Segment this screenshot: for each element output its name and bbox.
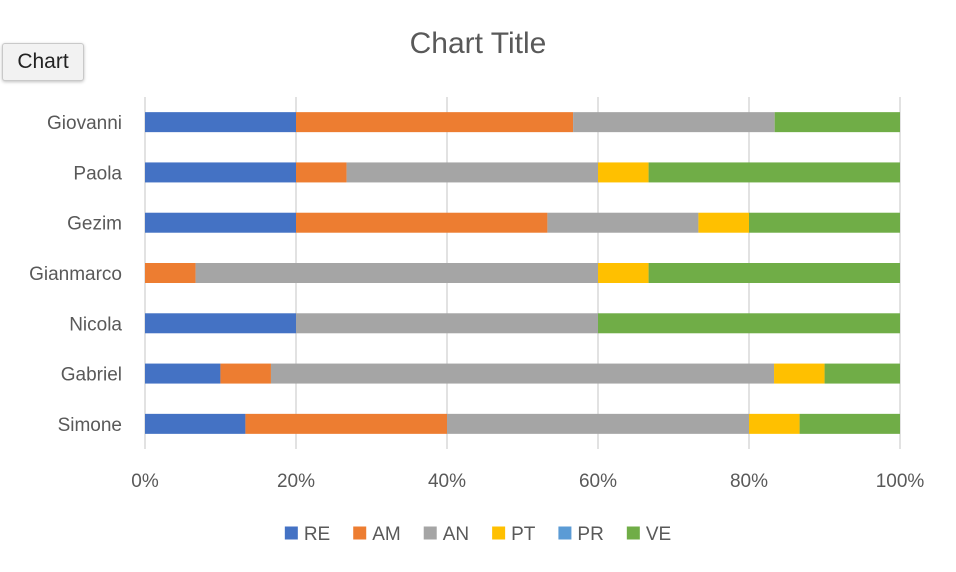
bar-segment: [799, 413, 900, 434]
category-label: Gianmarco: [29, 264, 122, 285]
bar-segment: [296, 313, 598, 334]
bar-segment: [145, 413, 246, 434]
x-tick-label: 60%: [579, 471, 617, 492]
bars: [145, 112, 900, 434]
bar-segment: [598, 263, 649, 283]
bar-segment: [547, 212, 699, 233]
legend-swatch: [626, 526, 640, 540]
bar-segment: [749, 212, 900, 233]
chart-title: Chart Title: [410, 27, 547, 60]
chart-button[interactable]: Chart: [2, 43, 84, 81]
bar-segment: [145, 363, 221, 384]
bar-segment: [270, 363, 775, 384]
x-axis-ticks: 0% 20% 40% 60% 80% 100%: [131, 471, 924, 492]
category-label: Gezim: [67, 214, 122, 235]
legend-label: AM: [372, 524, 401, 545]
category-label: Gabriel: [61, 365, 122, 386]
bar-segment: [749, 413, 800, 434]
category-label: Paola: [73, 163, 122, 184]
bar-segment: [648, 263, 900, 283]
bar-segment: [145, 263, 196, 283]
bar-segment: [447, 413, 749, 434]
bar-segment: [195, 263, 598, 283]
bar-segment: [145, 313, 296, 334]
x-tick-label: 100%: [876, 471, 925, 492]
bar-segment: [346, 162, 598, 183]
x-tick-label: 0%: [131, 471, 159, 492]
legend-label: PT: [511, 524, 536, 545]
x-tick-label: 20%: [277, 471, 315, 492]
legend-swatch: [558, 526, 572, 540]
bar-segment: [648, 162, 900, 183]
y-axis-categories: Simone Gabriel Nicola Gianmarco Gezim Paola Gi…: [29, 113, 122, 436]
bar-segment: [774, 112, 900, 133]
legend-swatch: [423, 526, 437, 540]
x-tick-label: 80%: [730, 471, 768, 492]
legend-label: RE: [304, 524, 330, 545]
legend-swatch: [353, 526, 367, 540]
legend-swatch: [492, 526, 506, 540]
bar-segment: [598, 162, 649, 183]
bar-segment: [296, 112, 574, 133]
x-tick-label: 40%: [428, 471, 466, 492]
category-label: Giovanni: [47, 113, 122, 134]
category-label: Simone: [58, 415, 122, 436]
bar-segment: [296, 212, 548, 233]
bar-segment: [145, 162, 296, 183]
legend-swatch: [284, 526, 298, 540]
legend-label: AN: [443, 524, 469, 545]
bar-segment: [698, 212, 749, 233]
bar-segment: [296, 162, 347, 183]
bar-segment: [598, 313, 900, 334]
bar-segment: [573, 112, 775, 133]
bar-segment: [824, 363, 900, 384]
category-label: Nicola: [69, 314, 122, 335]
bar-segment: [245, 413, 447, 434]
legend-label: VE: [646, 524, 671, 545]
bar-segment: [145, 112, 296, 133]
legend: RE AM AN PT PR VE: [284, 524, 671, 545]
bar-segment: [774, 363, 825, 384]
bar-segment: [145, 212, 296, 233]
legend-label: PR: [577, 524, 603, 545]
bar-segment: [220, 363, 271, 384]
